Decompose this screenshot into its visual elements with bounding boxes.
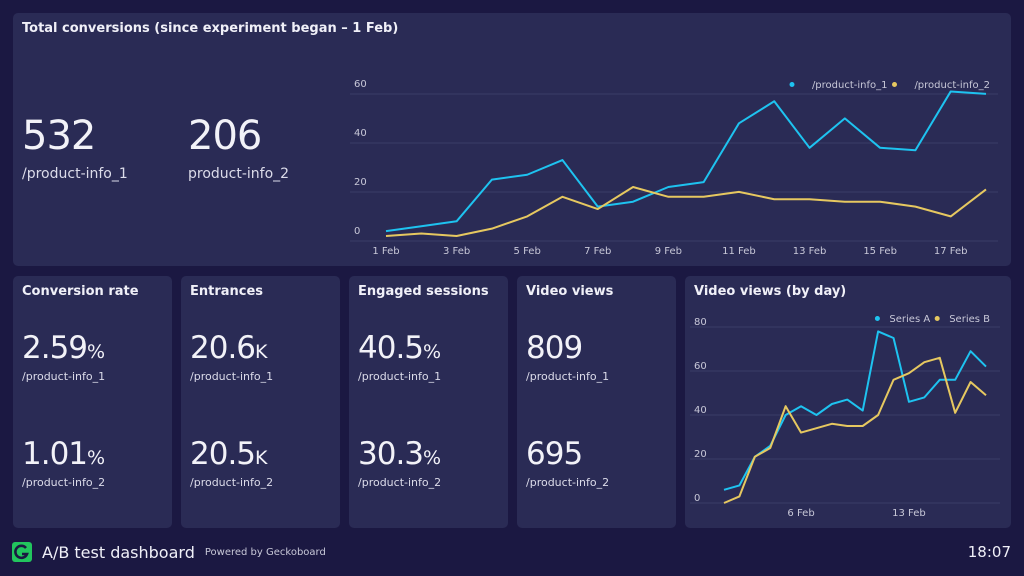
kpi-value-1: 532 [22, 113, 96, 159]
metric-unit: % [87, 447, 106, 469]
y-tick-label: 20 [354, 177, 367, 188]
metric-unit: K [255, 341, 268, 363]
metric-value: 20.5K [190, 436, 268, 472]
x-tick-label: 5 Feb [514, 246, 541, 257]
series-line [385, 90, 987, 233]
geckoboard-logo-icon [12, 542, 32, 562]
metric-number: 30.3 [358, 436, 424, 472]
clock: 18:07 [967, 543, 1011, 561]
metric-number: 809 [526, 330, 583, 366]
metric-label: /product-info_1 [358, 370, 442, 383]
metric-value: 30.3% [358, 436, 441, 472]
metric-value: 695 [526, 436, 583, 472]
legend-dot [892, 82, 897, 87]
metric-panel: Video views 809/product-info_1 695/product… [517, 276, 676, 528]
kpi-value-2: 206 [188, 113, 262, 159]
y-tick-label: 20 [694, 449, 707, 460]
metric-title: Video views [526, 284, 614, 299]
metric-panel: Conversion rate 2.59% /product-info_1 1.01%… [13, 276, 172, 528]
legend-dot [934, 316, 940, 321]
series-line [723, 356, 987, 504]
metric-unit: % [87, 341, 106, 363]
y-tick-label: 60 [694, 361, 707, 372]
x-tick-label: 6 Feb [787, 508, 814, 519]
legend-dot [789, 82, 795, 87]
panel-title: Total conversions (since experiment bega… [22, 21, 399, 36]
series-line [385, 186, 987, 237]
metric-number: 695 [526, 436, 583, 472]
metric-label: /product-info_2 [526, 476, 610, 489]
x-tick-label: 17 Feb [934, 246, 968, 257]
x-tick-label: 11 Feb [722, 246, 756, 257]
y-tick-label: 0 [354, 226, 360, 237]
legend-label: Series B [949, 314, 990, 325]
metric-label: /product-info_1 [190, 370, 274, 383]
metric-label: /product-info_2 [190, 476, 274, 489]
x-tick-label: 13 Feb [892, 508, 926, 519]
metric-number: 1.01 [22, 436, 88, 472]
total-conversions-panel: Total conversions (since experiment bega… [13, 13, 1011, 266]
metric-unit: K [255, 447, 268, 469]
panel-title: Video views (by day) [694, 284, 847, 299]
metric-label: /product-info_1 [526, 370, 610, 383]
legend-dot [874, 316, 880, 321]
metric-unit: % [423, 447, 442, 469]
footer: A/B test dashboard Powered by Geckoboard [12, 540, 326, 564]
metric-title: Conversion rate [22, 284, 139, 299]
metric-number: 40.5 [358, 330, 424, 366]
metric-number: 20.6 [190, 330, 256, 366]
metric-value: 40.5% [358, 330, 441, 366]
metric-label: /product-info_1 [22, 370, 106, 383]
x-tick-label: 13 Feb [793, 246, 827, 257]
y-tick-label: 80 [694, 317, 707, 328]
metric-panel: Engaged sessions 40.5% /product-info_1 30.3… [349, 276, 508, 528]
x-tick-label: 7 Feb [584, 246, 611, 257]
series-line [723, 330, 987, 491]
metric-number: 2.59 [22, 330, 88, 366]
dashboard-title: A/B test dashboard [42, 542, 195, 562]
metric-value: 1.01% [22, 436, 105, 472]
metric-title: Entrances [190, 284, 264, 299]
legend-label: Series A [889, 314, 930, 325]
y-tick-label: 60 [354, 79, 367, 90]
legend-label: /product-info_1 [812, 80, 888, 91]
powered-by: Powered by Geckoboard [204, 546, 326, 558]
x-tick-label: 3 Feb [443, 246, 470, 257]
y-tick-label: 40 [354, 128, 367, 139]
metric-number: 20.5 [190, 436, 256, 472]
metric-panel: Entrances 20.6K/product-info_1 20.5K/produ… [181, 276, 340, 528]
metric-value: 2.59% [22, 330, 105, 366]
metric-title: Engaged sessions [358, 284, 489, 299]
metric-value: 809 [526, 330, 583, 366]
kpi-label-2: product-info_2 [188, 166, 290, 182]
x-tick-label: 15 Feb [863, 246, 897, 257]
kpi-label-1: /product-info_1 [22, 166, 128, 182]
metric-value: 20.6K [190, 330, 268, 366]
metric-label: /product-info_2 [22, 476, 106, 489]
metric-unit: % [423, 341, 442, 363]
y-tick-label: 40 [694, 405, 707, 416]
x-tick-label: 9 Feb [655, 246, 682, 257]
x-tick-label: 1 Feb [372, 246, 399, 257]
y-tick-label: 0 [694, 493, 700, 504]
legend-label: /product-info_2 [914, 80, 990, 91]
metric-label: /product-info_2 [358, 476, 442, 489]
